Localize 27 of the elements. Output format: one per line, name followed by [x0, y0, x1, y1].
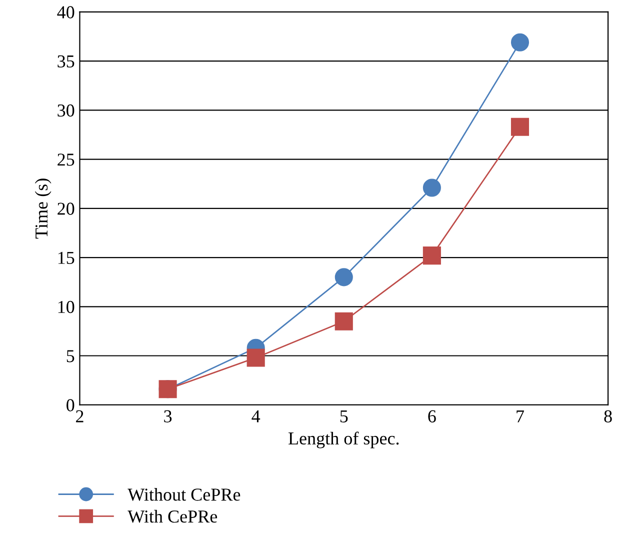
y-tick-label: 30: [58, 104, 74, 117]
y-tick-label: 0: [66, 399, 74, 412]
y-tick-label: 10: [58, 300, 74, 314]
x-tick-label: 2: [76, 410, 84, 422]
x-tick-label: 7: [516, 410, 524, 422]
y-tick-label: 15: [58, 252, 74, 264]
y-tick-label: 40: [57, 6, 74, 18]
x-tick-label: 5: [340, 410, 348, 422]
y-axis-title: Time (s): [34, 178, 52, 239]
point: [246, 348, 265, 367]
legend-label: Without CePRe: [128, 488, 240, 501]
y-tick-label: 20: [58, 202, 74, 215]
x-tick-label: 8: [604, 410, 612, 422]
y-tick-label: 35: [58, 55, 74, 68]
point: [334, 268, 353, 286]
y-tick-label: 5: [66, 350, 74, 362]
y-tick-label: 25: [58, 154, 74, 166]
x-tick-label: 6: [428, 410, 436, 422]
point: [510, 33, 530, 52]
point: [422, 246, 441, 265]
point: [422, 178, 441, 197]
x-tick-label: 4: [252, 410, 260, 422]
legend-label: With CePRe: [128, 510, 218, 523]
point: [510, 118, 530, 136]
x-axis-title: Length of spec.: [288, 432, 399, 448]
x-tick-label: 3: [164, 410, 172, 422]
point: [334, 312, 353, 330]
